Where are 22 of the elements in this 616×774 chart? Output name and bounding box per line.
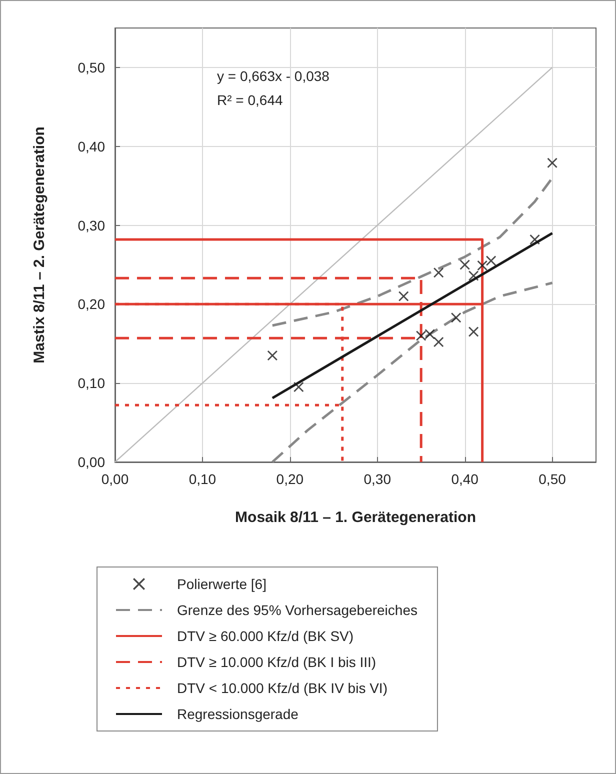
y-tick-label: 0,30 xyxy=(78,217,106,234)
x-tick-label: 0,20 xyxy=(276,471,304,487)
annotation: y = 0,663x - 0,038 xyxy=(217,68,330,84)
x-axis-title: Mosaik 8/11 – 1. Gerätegeneration xyxy=(235,509,476,526)
y-tick-label: 0,40 xyxy=(78,138,106,154)
legend-label: Regressionsgerade xyxy=(177,706,299,722)
x-tick-label: 0,00 xyxy=(101,471,129,487)
legend-label: Grenze des 95% Vorhersagebereiches xyxy=(177,602,418,618)
y-tick-label: 0,00 xyxy=(78,454,106,470)
x-tick-label: 0,30 xyxy=(364,471,392,487)
legend-label: Polierwerte [6] xyxy=(177,576,266,592)
x-tick-label: 0,10 xyxy=(188,471,216,487)
legend-label: DTV < 10.000 Kfz/d (BK IV bis VI) xyxy=(177,680,388,696)
y-tick-label: 0,50 xyxy=(78,59,106,76)
annotation: R² = 0,644 xyxy=(217,92,283,108)
legend-label: DTV ≥ 10.000 Kfz/d (BK I bis III) xyxy=(177,654,376,670)
y-tick-label: 0,20 xyxy=(78,296,106,312)
x-tick-label: 0,50 xyxy=(538,471,566,487)
y-tick-label: 0,10 xyxy=(78,375,106,392)
legend-label: DTV ≥ 60.000 Kfz/d (BK SV) xyxy=(177,628,354,644)
x-tick-label: 0,40 xyxy=(451,471,479,487)
y-axis-title: Mastix 8/11 – 2. Gerätegeneration xyxy=(31,126,48,364)
